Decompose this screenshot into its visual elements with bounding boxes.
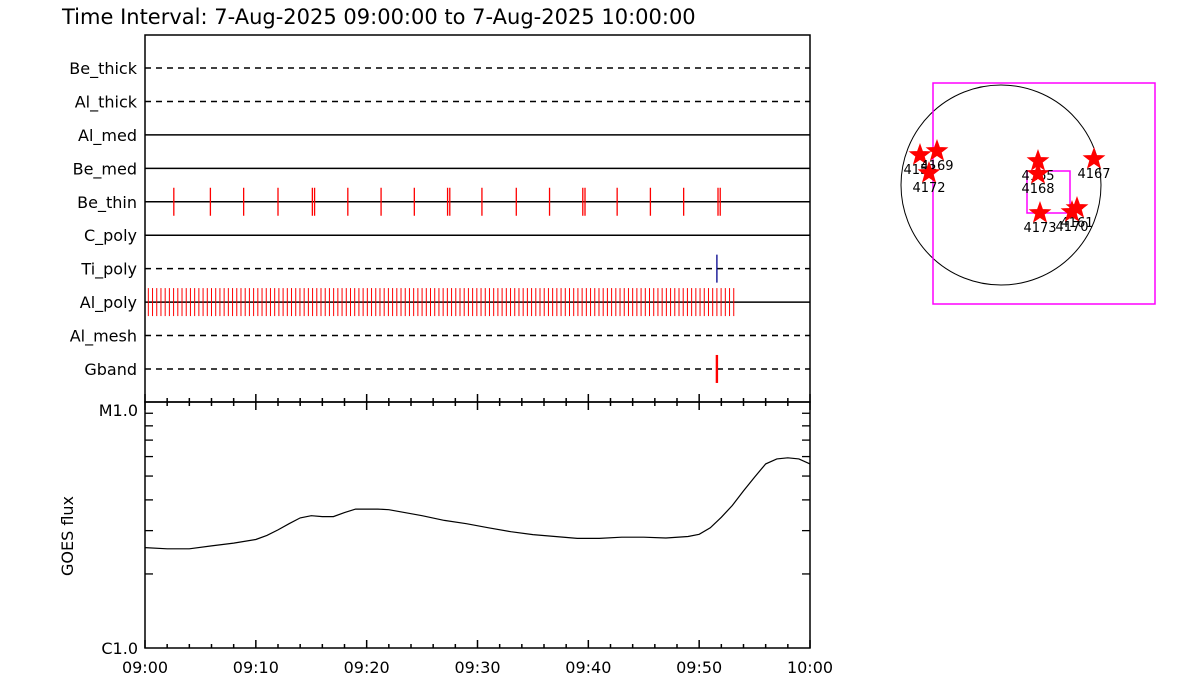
channel-label: Al_mesh — [70, 327, 137, 347]
channel-label: Be_thick — [69, 59, 137, 79]
channel-label: Gband — [84, 360, 137, 379]
y-tick-label: M1.0 — [99, 401, 138, 420]
x-tick-label: 09:20 — [344, 658, 390, 677]
active-region-star — [1082, 147, 1106, 169]
active-region-label: 4168 — [1021, 182, 1054, 197]
channel-label: Be_thin — [77, 193, 137, 213]
y-axis-label: GOES flux — [58, 496, 77, 576]
x-tick-label: 09:30 — [454, 658, 500, 677]
active-region-star — [1060, 200, 1084, 222]
channel-label: Al_poly — [80, 293, 137, 313]
solar-limb — [900, 84, 1102, 286]
flux-series-line — [144, 457, 811, 550]
active-region-label: 4172 — [912, 181, 945, 196]
page-title: Time Interval: 7-Aug-2025 09:00:00 to 7-… — [61, 5, 696, 29]
flux-frame — [144, 401, 811, 649]
x-tick-label: 09:00 — [122, 658, 168, 677]
x-tick-label: 09:50 — [676, 658, 722, 677]
x-tick-label: 09:40 — [565, 658, 611, 677]
fov-box — [932, 82, 1156, 305]
x-tick-label: 10:00 — [787, 658, 833, 677]
active-region-star — [917, 161, 941, 183]
active-region-label: 4173 — [1023, 221, 1056, 236]
goes-flux-panel: 09:00 09:10 09:20 09:30 09:40 09:50 10:00 C1.0 M… — [58, 401, 833, 677]
active-region-label: 4161 — [1060, 216, 1093, 231]
channel-timeline-panel: Be_thick Al_thick Al_med Be_med Be_thin C_pol… — [69, 34, 811, 403]
channel-label: Be_med — [73, 159, 137, 179]
x-tick-label: 09:10 — [233, 658, 279, 677]
channel-label: Al_thick — [75, 92, 138, 112]
active-region-label: 4167 — [1077, 167, 1110, 182]
active-region-label: 4170 — [1055, 220, 1088, 235]
solar-disk-map: 415341694172416541684167417341614170 — [900, 82, 1156, 305]
timeline-frame — [144, 34, 811, 403]
y-tick-label: C1.0 — [101, 639, 138, 658]
channel-label: Ti_poly — [80, 260, 137, 280]
active-region-star — [908, 143, 932, 165]
active-region-star — [1026, 162, 1050, 184]
channel-label: C_poly — [84, 226, 137, 246]
channel-label: Al_med — [78, 126, 137, 146]
active-region-star — [925, 139, 949, 161]
active-region-star — [1028, 201, 1052, 223]
